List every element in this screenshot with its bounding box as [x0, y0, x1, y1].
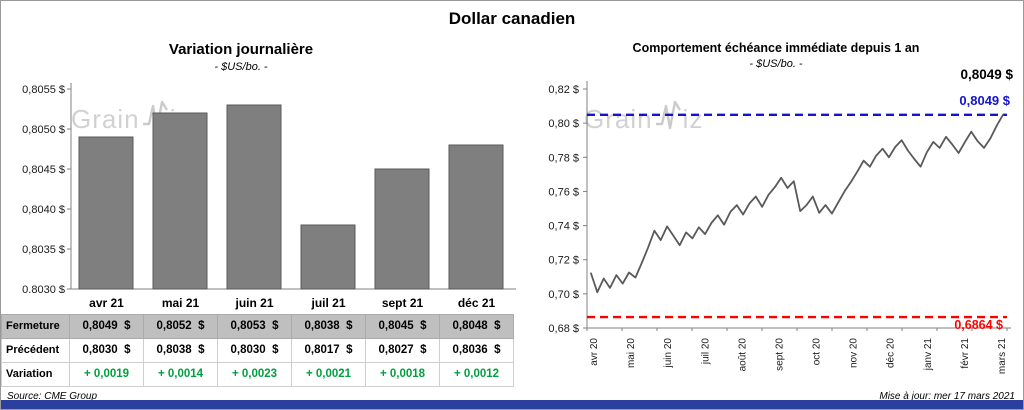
value-cell: + 0,0014: [143, 361, 218, 387]
line-x-tick-label: sept 20: [774, 338, 785, 371]
bar-juin-21: [226, 104, 282, 290]
updated-note: Mise à jour: mer 17 mars 2021: [879, 391, 1015, 402]
bar-déc-21: [448, 144, 504, 290]
value-cell: 0,8048 $: [439, 313, 514, 339]
value-cell: 0,8036 $: [439, 337, 514, 363]
line-y-tick-label: 0,72 $: [548, 255, 579, 267]
month-header-cell: juin 21: [217, 293, 292, 314]
line-x-tick-label: janv 21: [923, 338, 934, 372]
line-x-tick-label: mars 21: [997, 338, 1008, 375]
line-x-tick-label: févr 21: [960, 338, 971, 369]
month-header-cell: mai 21: [143, 293, 218, 314]
bar-y-tick-label: 0,8030 $: [22, 284, 65, 295]
bar-mai-21: [152, 112, 208, 290]
summary-table: avr 21 mai 21 juin 21 juil 21 sept 21 déc 21 F…: [1, 293, 514, 387]
row-label: Précédent: [1, 337, 70, 363]
summary-table-wrap: avr 21 mai 21 juin 21 juil 21 sept 21 déc 21 F…: [1, 293, 514, 387]
value-cell: 0,8052 $: [143, 313, 218, 339]
line-y-tick-label: 0,80 $: [548, 118, 579, 130]
line-y-tick-label: 0,68 $: [548, 323, 579, 335]
bar-y-tick-label: 0,8040 $: [22, 204, 65, 216]
value-cell: 0,8038 $: [143, 337, 218, 363]
line-y-tick-label: 0,78 $: [548, 152, 579, 164]
line-y-tick-label: 0,82 $: [548, 84, 579, 96]
page-title: Dollar canadien: [448, 9, 576, 28]
row-label: Variation: [1, 361, 70, 387]
bar-juil-21: [300, 224, 356, 290]
line-x-tick-label: déc 20: [886, 338, 897, 368]
last-value-callout: 0,8049 $: [960, 67, 1013, 82]
month-header-cell: sept 21: [365, 293, 440, 314]
bar-y-tick-label: 0,8050 $: [22, 124, 65, 136]
source-note: Source: CME Group: [7, 391, 98, 402]
value-cell: 0,8053 $: [217, 313, 292, 339]
low-reference-callout: 0,6864 $: [954, 318, 1003, 332]
month-header-cell: juil 21: [291, 293, 366, 314]
value-cell: 0,8030 $: [69, 337, 144, 363]
line-x-tick-label: oct 20: [812, 338, 823, 366]
table-row-precedent: Précédent 0,8030 $0,8038 $0,8030 $0,8017 …: [1, 337, 514, 363]
month-header-row: avr 21 mai 21 juin 21 juil 21 sept 21 déc 21: [1, 293, 514, 314]
line-x-tick-label: nov 20: [849, 338, 860, 368]
month-header-cell: déc 21: [439, 293, 514, 314]
value-cell: + 0,0012: [439, 361, 514, 387]
bar-sept-21: [374, 168, 430, 290]
bar-chart-subtitle: - $US/bo. -: [214, 61, 268, 73]
value-cell: + 0,0023: [217, 361, 292, 387]
line-y-tick-label: 0,70 $: [548, 289, 579, 301]
value-cell: 0,8027 $: [365, 337, 440, 363]
line-chart-title: Comportement échéance immédiate depuis 1…: [632, 41, 920, 55]
value-cell: 0,8030 $: [217, 337, 292, 363]
bar-chart: 0,8055 $ 0,8050 $ 0,8045 $ 0,8040 $ 0,8035 $…: [22, 83, 516, 295]
value-cell: 0,8049 $: [69, 313, 144, 339]
value-cell: + 0,0021: [291, 361, 366, 387]
value-cell: 0,8045 $: [365, 313, 440, 339]
line-x-tick-label: juin 20: [663, 338, 674, 369]
line-x-tick-label: mai 20: [626, 338, 637, 368]
line-y-tick-label: 0,74 $: [548, 221, 579, 233]
line-y-tick-label: 0,76 $: [548, 186, 579, 198]
value-cell: 0,8017 $: [291, 337, 366, 363]
bar-avr-21: [78, 136, 134, 290]
bar-y-tick-label: 0,8045 $: [22, 164, 65, 176]
row-label: Fermeture: [1, 313, 70, 339]
price-line: [590, 113, 1004, 294]
value-cell: + 0,0019: [69, 361, 144, 387]
month-header-cell: avr 21: [69, 293, 144, 314]
line-chart: 0,82 $ 0,80 $ 0,78 $ 0,76 $ 0,74 $ 0,72 $ 0,70…: [548, 81, 1011, 375]
line-x-tick-label: avr 20: [589, 338, 600, 366]
bar-y-tick-label: 0,8055 $: [22, 84, 65, 96]
bottom-accent-bar: [1, 400, 1023, 409]
table-corner: [1, 293, 70, 314]
line-chart-subtitle: - $US/bo. -: [749, 58, 803, 70]
line-x-tick-label: juil 20: [700, 338, 711, 366]
line-x-tick-label: août 20: [737, 338, 748, 372]
table-row-fermeture: Fermeture 0,8049 $0,8052 $0,8053 $0,8038 …: [1, 313, 514, 339]
bar-y-tick-label: 0,8035 $: [22, 244, 65, 256]
table-row-variation: Variation + 0,0019 + 0,0014 + 0,0023 + 0,002…: [1, 361, 514, 387]
value-cell: 0,8038 $: [291, 313, 366, 339]
bar-chart-title: Variation journalière: [168, 41, 314, 58]
value-cell: + 0,0018: [365, 361, 440, 387]
high-reference-callout: 0,8049 $: [959, 93, 1010, 108]
